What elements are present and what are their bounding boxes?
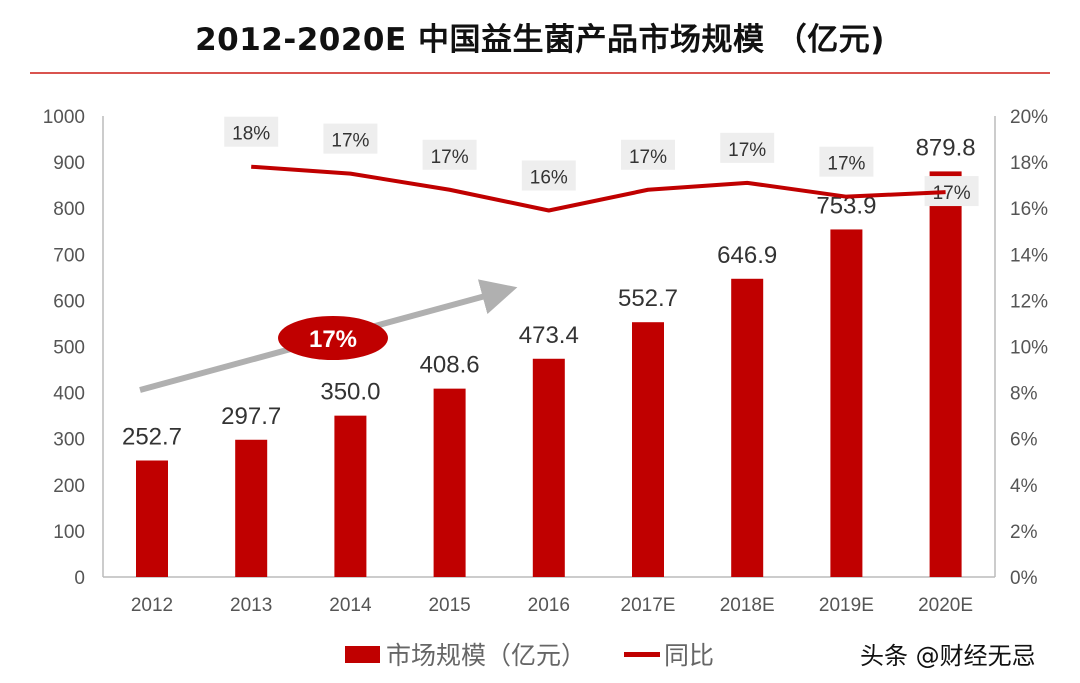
x-tick-label: 2018E bbox=[720, 595, 775, 616]
legend-bar-label: 市场规模（亿元） bbox=[386, 641, 587, 670]
left-tick-label: 200 bbox=[53, 476, 85, 497]
line-value-label: 18% bbox=[232, 124, 270, 145]
left-tick-label: 0 bbox=[74, 568, 85, 589]
left-tick-label: 700 bbox=[53, 245, 85, 266]
bar-value-label: 552.7 bbox=[618, 285, 678, 312]
bar-value-label: 473.4 bbox=[519, 322, 579, 349]
watermark: 头条 @财经无忌 bbox=[860, 642, 1036, 670]
x-tick-label: 2015 bbox=[428, 595, 470, 616]
line-value-label: 17% bbox=[431, 147, 469, 168]
left-tick-label: 500 bbox=[53, 338, 85, 359]
bar-value-label: 408.6 bbox=[420, 352, 480, 379]
line-label-bg bbox=[224, 116, 279, 147]
left-tick-label: 400 bbox=[53, 384, 85, 405]
left-tick-label: 600 bbox=[53, 291, 85, 312]
legend-line-label: 同比 bbox=[664, 641, 715, 670]
x-tick-label: 2019E bbox=[819, 595, 874, 616]
bar bbox=[433, 388, 466, 577]
line-value-label: 17% bbox=[331, 131, 369, 152]
line-label-bg bbox=[323, 123, 378, 154]
bar-value-label: 297.7 bbox=[221, 403, 281, 430]
x-tick-label: 2017E bbox=[621, 595, 676, 616]
bar bbox=[632, 322, 664, 577]
x-tick-label: 2013 bbox=[230, 595, 272, 616]
left-tick-label: 900 bbox=[53, 153, 85, 174]
line-label-bg bbox=[422, 139, 477, 170]
line-label-bg bbox=[521, 160, 576, 191]
legend-line-swatch bbox=[624, 651, 661, 657]
left-tick-label: 1000 bbox=[43, 107, 85, 128]
bar bbox=[235, 439, 268, 577]
right-tick-label: 12% bbox=[1010, 291, 1048, 312]
x-tick-label: 2020E bbox=[918, 595, 973, 616]
cagr-ellipse bbox=[278, 316, 388, 360]
right-tick-label: 8% bbox=[1010, 384, 1038, 405]
x-tick-label: 2014 bbox=[329, 595, 372, 616]
bar-value-label: 879.8 bbox=[916, 134, 976, 161]
bar bbox=[136, 460, 168, 577]
line-value-label: 17% bbox=[728, 140, 766, 161]
left-tick-label: 800 bbox=[53, 199, 85, 220]
line-value-label: 16% bbox=[530, 168, 568, 189]
line-label-bg bbox=[720, 132, 775, 163]
bar-value-label: 252.7 bbox=[122, 424, 182, 451]
line-label-bg bbox=[819, 146, 874, 177]
bar bbox=[731, 278, 764, 577]
x-tick-label: 2012 bbox=[131, 595, 173, 616]
cagr-label: 17% bbox=[309, 326, 357, 353]
left-tick-label: 100 bbox=[53, 522, 85, 543]
right-tick-label: 18% bbox=[1010, 153, 1048, 174]
title-divider bbox=[30, 72, 1050, 74]
bar bbox=[334, 415, 367, 577]
growth-line bbox=[251, 164, 946, 213]
bar-value-label: 350.0 bbox=[320, 379, 380, 406]
line-value-label: 17% bbox=[933, 183, 971, 204]
left-tick-label: 300 bbox=[53, 430, 85, 451]
line-value-label: 17% bbox=[629, 147, 667, 168]
right-tick-label: 20% bbox=[1010, 107, 1048, 128]
right-tick-label: 2% bbox=[1010, 522, 1038, 543]
x-tick-label: 2016 bbox=[528, 595, 570, 616]
right-tick-label: 4% bbox=[1010, 476, 1038, 497]
bar bbox=[830, 229, 863, 578]
right-tick-label: 16% bbox=[1010, 199, 1048, 220]
right-tick-label: 14% bbox=[1010, 245, 1048, 266]
line-value-label: 17% bbox=[827, 154, 865, 175]
bar-value-label: 646.9 bbox=[717, 242, 777, 269]
bar bbox=[929, 171, 962, 577]
chart-title: 2012-2020E 中国益生菌产品市场规模 （亿元) bbox=[195, 22, 885, 58]
right-tick-label: 6% bbox=[1010, 430, 1038, 451]
right-tick-label: 10% bbox=[1010, 338, 1048, 359]
line-label-bg bbox=[621, 139, 675, 170]
legend: 市场规模（亿元） 同比 bbox=[345, 636, 714, 672]
bar bbox=[532, 358, 565, 577]
right-tick-label: 0% bbox=[1010, 568, 1038, 589]
legend-bar-swatch bbox=[345, 645, 380, 663]
